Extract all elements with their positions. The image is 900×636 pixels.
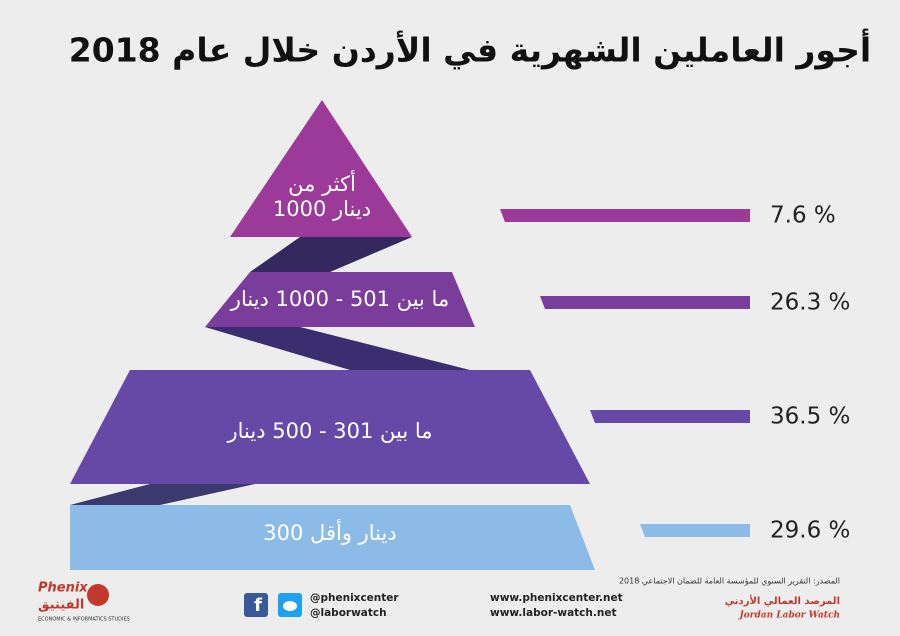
facebook-icon	[244, 593, 268, 617]
tier-label: أكثر من	[288, 170, 356, 196]
logo-text: ECONOMIC & INFORMATICS STUDIES	[38, 617, 130, 623]
title: أجور العاملين الشهرية في الأردن خلال عام…	[69, 29, 871, 71]
connector	[205, 327, 470, 370]
tier-label: ما بين 301 - 500 دينار	[226, 419, 432, 443]
tier-shape	[70, 505, 595, 570]
logo-icon	[87, 584, 109, 606]
share-label: 36.5 %	[770, 404, 850, 430]
share-label: 29.6 %	[770, 518, 850, 544]
tier-shape	[70, 370, 590, 484]
facebook-glyph: f	[254, 595, 262, 616]
logo-text: الفينيق	[38, 598, 84, 613]
logo-text: Jordan Labor Watch	[738, 611, 840, 621]
connector	[70, 484, 255, 505]
tier-label: 300 دينار وأقل	[263, 519, 396, 545]
tier-shape	[230, 100, 412, 237]
indicator-bar	[500, 209, 750, 222]
tier-shape	[205, 272, 475, 327]
connector	[250, 237, 412, 272]
social-handle: @phenixcenter	[310, 592, 399, 604]
indicator-bar	[640, 524, 750, 537]
website: www.labor-watch.net	[490, 607, 616, 619]
tier-label: ما بين 501 - 1000 دينار	[230, 287, 449, 311]
indicator-bar	[590, 410, 750, 423]
social-handle: @laborwatch	[310, 607, 387, 619]
logo-text: المرصد العمالي الأردني	[725, 594, 840, 607]
website: www.phenixcenter.net	[490, 592, 623, 604]
twitter-glyph	[283, 601, 297, 611]
share-label: 26.3 %	[770, 290, 850, 316]
source: المصدر: التقرير السنوي للمؤسسة العامة لل…	[619, 577, 840, 586]
tier-label: 1000 دينار	[273, 197, 371, 221]
logo-text: Phenix	[38, 581, 88, 596]
indicator-bar	[540, 296, 750, 309]
share-label: 7.6 %	[770, 203, 836, 229]
